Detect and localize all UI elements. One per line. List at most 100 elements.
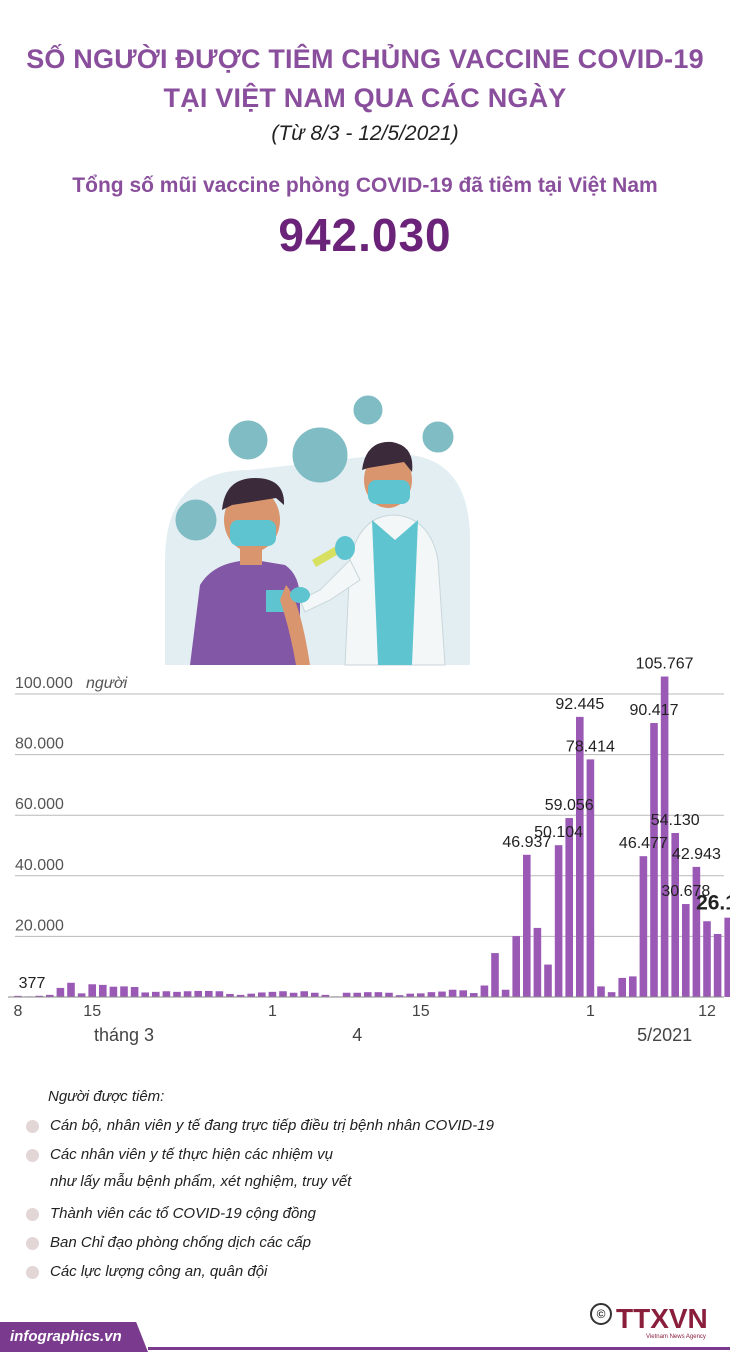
virus-icon — [175, 395, 454, 541]
bar — [141, 992, 149, 997]
logo-subtext: Vietnam News Agency — [646, 1334, 706, 1340]
legend-item: Các lực lượng công an, quân đội — [24, 1261, 704, 1290]
bar — [459, 990, 467, 997]
bar — [671, 832, 679, 997]
legend-item-continuation: như lấy mẫu bệnh phẩm, xét nghiệm, truy … — [50, 1173, 352, 1190]
data-label: 78.414 — [566, 738, 615, 755]
bar — [682, 904, 690, 997]
patient-figure — [190, 478, 310, 665]
bar — [565, 818, 573, 997]
data-label: 46.477 — [619, 835, 668, 852]
bar — [205, 990, 213, 997]
bullet-dot-icon — [26, 1149, 39, 1162]
title-line-1: SỐ NGƯỜI ĐƯỢC TIÊM CHỦNG VACCINE COVID-1… — [26, 44, 704, 74]
bar — [300, 991, 308, 997]
bar — [724, 917, 730, 997]
legend-item: Cán bộ, nhân viên y tế đang trực tiếp đi… — [24, 1115, 704, 1144]
bar — [289, 992, 298, 997]
bar — [353, 992, 361, 997]
data-label: 377 — [19, 975, 46, 992]
bullet-dot-icon — [26, 1237, 39, 1250]
bar — [46, 994, 54, 997]
grid-layer: 20.000 40.000 60.000 80.000 100.000 người — [15, 675, 724, 937]
legend-item-text: Ban Chỉ đạo phòng chống dịch các cấp — [50, 1234, 312, 1251]
bar — [660, 676, 669, 997]
bar — [607, 992, 616, 997]
bar — [480, 985, 489, 997]
data-label: 59.056 — [545, 797, 594, 814]
x-tick-label: 8 — [14, 1003, 23, 1020]
x-tick-label: 1 — [268, 1003, 277, 1020]
bar — [597, 986, 605, 997]
bars-layer — [14, 676, 730, 997]
bar — [470, 993, 478, 997]
bar — [417, 993, 425, 997]
legend-item-text: Thành viên các tổ COVID-19 cộng đồng — [50, 1205, 316, 1222]
bar — [311, 992, 319, 997]
bar — [88, 984, 96, 997]
data-label: 90.417 — [630, 702, 679, 719]
bar — [692, 866, 701, 997]
bar — [374, 992, 383, 997]
legend: Người được tiêm: Cán bộ, nhân viên y tế … — [24, 1088, 704, 1290]
data-label: 92.445 — [555, 696, 604, 713]
vaccination-bar-chart: 20.000 40.000 60.000 80.000 100.000 người — [8, 395, 730, 1045]
legend-item-text: Các lực lượng công an, quân đội — [50, 1263, 268, 1280]
x-group-label: 5/2021 — [637, 1025, 692, 1045]
x-tick-label: 1 — [586, 1003, 595, 1020]
data-label: 26.182 — [696, 892, 730, 915]
bar — [77, 993, 86, 997]
y-tick-label: 20.000 — [15, 917, 64, 934]
bar — [342, 992, 351, 997]
bar — [512, 936, 520, 997]
bar — [14, 995, 22, 997]
bullet-dot-icon — [26, 1266, 39, 1279]
bar — [385, 992, 393, 997]
data-label: 30.678 — [661, 883, 710, 900]
bar — [279, 991, 287, 997]
unit-label: người — [86, 675, 128, 692]
bar — [491, 953, 499, 997]
site-link[interactable]: infographics.vn — [10, 1328, 122, 1345]
bar — [162, 991, 171, 997]
bullet-dot-icon — [26, 1208, 39, 1221]
bar — [586, 759, 595, 997]
bar — [523, 854, 531, 997]
title-line-2: TẠI VIỆT NAM QUA CÁC NGÀY — [163, 83, 567, 113]
bar — [236, 994, 245, 997]
legend-item: Thành viên các tổ COVID-19 cộng đồng — [24, 1203, 704, 1232]
data-label: 42.943 — [672, 846, 721, 863]
legend-heading: Người được tiêm: — [48, 1088, 165, 1105]
ttxvn-logo: TTXVN Vietnam News Agency — [616, 1303, 708, 1340]
bar — [35, 995, 43, 997]
bar — [544, 964, 552, 997]
bar — [438, 991, 446, 997]
vaccination-illustration — [165, 395, 470, 666]
data-label: 46.937 — [502, 834, 551, 851]
x-tick-label: 15 — [83, 1003, 101, 1020]
bar — [268, 991, 277, 997]
bar — [173, 991, 181, 997]
bar — [629, 976, 637, 997]
total-value: 942.030 — [278, 209, 452, 261]
legend-item-text: Cán bộ, nhân viên y tế đang trực tiếp đi… — [50, 1117, 494, 1134]
bar — [650, 723, 658, 997]
bar — [120, 986, 128, 997]
data-label: 105.767 — [636, 656, 694, 673]
copyright-icon: © — [590, 1303, 612, 1325]
bar — [618, 977, 626, 997]
bar — [183, 991, 192, 997]
axis-layer: 8 15 1 15 1 12 tháng 3 4 5/2021 — [8, 996, 724, 1045]
bar — [703, 921, 711, 997]
bar — [533, 927, 542, 997]
x-group-label: 4 — [352, 1025, 362, 1045]
x-tick-label: 12 — [698, 1003, 716, 1020]
bar — [215, 991, 224, 997]
bar — [639, 856, 648, 997]
bar — [448, 989, 457, 997]
footer-bar — [0, 1322, 148, 1352]
bar — [576, 716, 584, 997]
y-tick-label: 100.000 — [15, 675, 73, 692]
bar — [226, 993, 234, 997]
